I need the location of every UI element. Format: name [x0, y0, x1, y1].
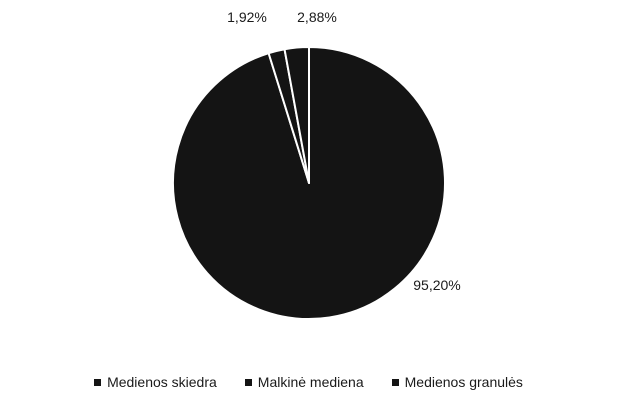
legend-label-malkine-mediena: Malkinė mediena	[257, 374, 364, 390]
data-label-malkine-mediena: 1,92%	[227, 9, 267, 25]
legend-swatch-malkine-mediena	[244, 378, 252, 386]
legend-label-medienos-skiedra: Medienos skiedra	[107, 374, 217, 390]
legend-swatch-medienos-granules	[391, 378, 399, 386]
data-label-medienos-granules: 2,88%	[297, 9, 337, 25]
legend-item-medienos-skiedra: Medienos skiedra	[94, 374, 217, 390]
data-label-medienos-skiedra: 95,20%	[413, 277, 460, 293]
pie-slice-medienos-granules	[283, 46, 310, 184]
legend-item-medienos-granules: Medienos granulės	[391, 374, 523, 390]
pie-chart-plot: 95,20% 1,92% 2,88%	[172, 9, 461, 320]
legend-swatch-medienos-skiedra	[94, 378, 102, 386]
legend-label-medienos-granules: Medienos granulės	[404, 374, 523, 390]
chart-legend: Medienos skiedra Malkinė mediena Medieno…	[0, 370, 617, 394]
legend-item-malkine-mediena: Malkinė mediena	[244, 374, 364, 390]
